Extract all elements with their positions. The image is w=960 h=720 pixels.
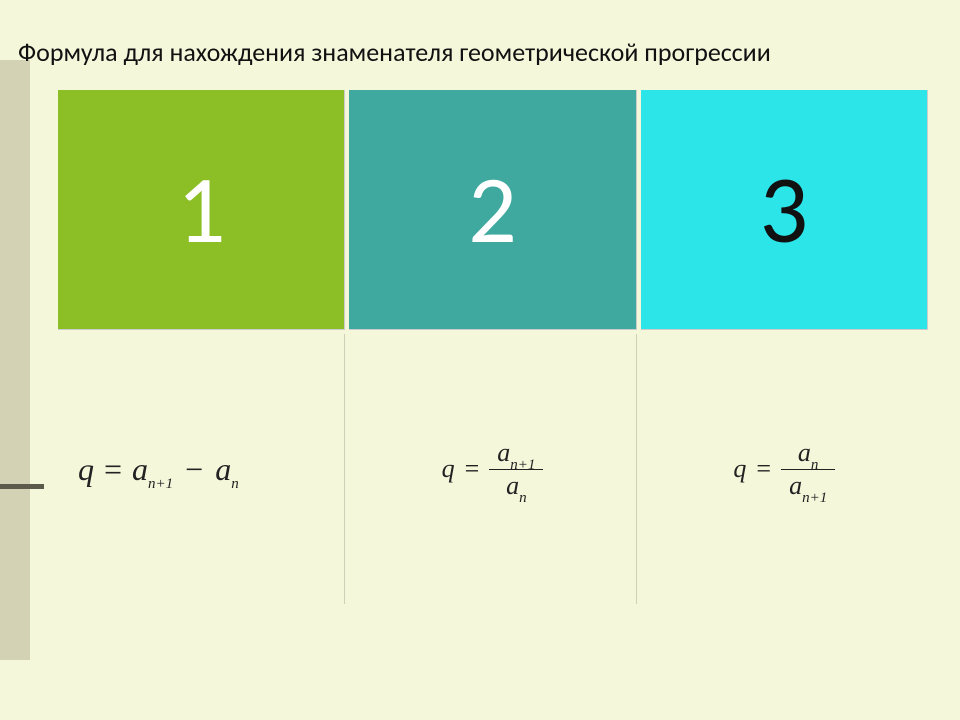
option-card-1[interactable]: 1	[58, 90, 345, 330]
formula-cell-1: q = an+1 − an	[58, 334, 345, 604]
option-card-3[interactable]: 3	[641, 90, 928, 330]
formula-1: q = an+1 − an	[78, 451, 239, 488]
formula-cell-3: q = an an+1	[641, 334, 928, 604]
formula-3: q = an an+1	[733, 439, 835, 499]
formula-grid: 1 2 3 q = an+1 − an q = an+1	[58, 90, 928, 610]
option-number: 2	[468, 151, 517, 268]
left-accent-strip	[0, 60, 30, 660]
option-number: 3	[760, 151, 809, 268]
formula-2: q = an+1 an	[442, 439, 544, 499]
formula-cell-2: q = an+1 an	[349, 334, 636, 604]
option-card-2[interactable]: 2	[349, 90, 636, 330]
option-number: 1	[177, 151, 226, 268]
page-title: Формула для нахождения знаменателя геоме…	[18, 36, 942, 68]
